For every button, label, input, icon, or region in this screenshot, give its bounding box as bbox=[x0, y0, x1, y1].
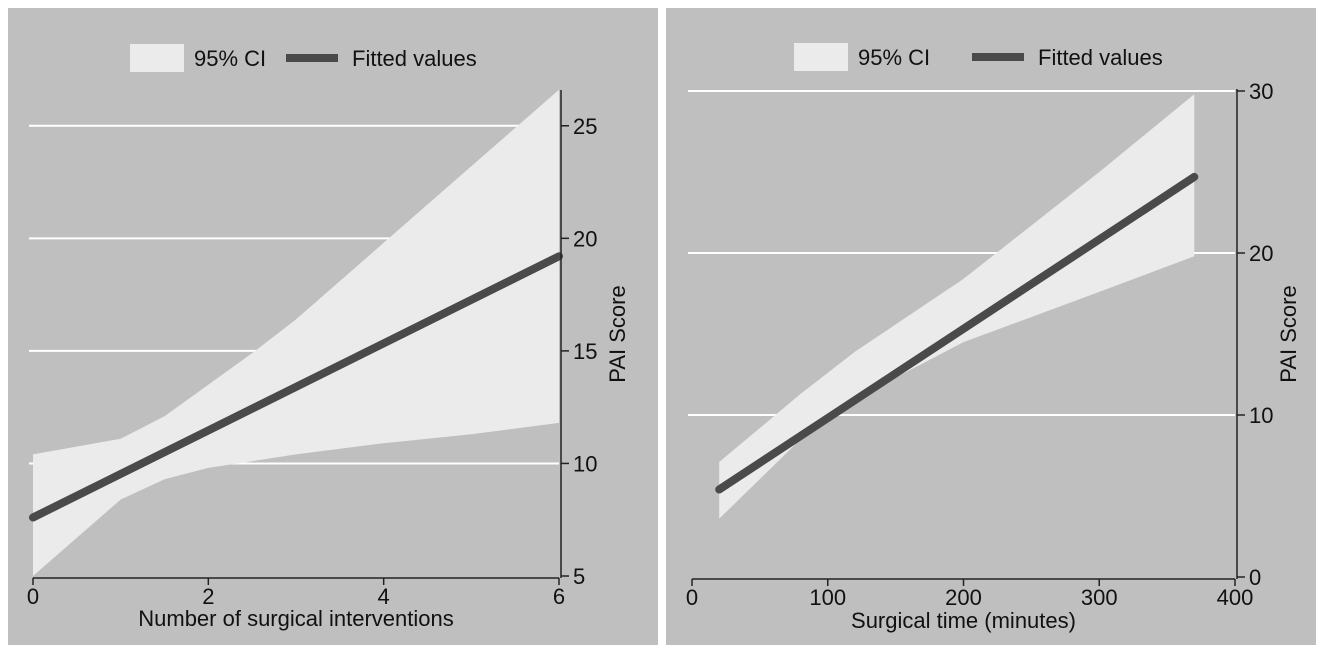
y-tick-label: 20 bbox=[573, 226, 597, 251]
chart-interventions: 0 2 4 6 Number of surgical interventions 5 10 1… bbox=[27, 44, 630, 631]
ci-band bbox=[33, 89, 559, 576]
y-tick-label: 10 bbox=[1249, 403, 1273, 428]
y-tick-label: 15 bbox=[573, 339, 597, 364]
x-tick-label: 6 bbox=[553, 584, 565, 609]
x-axis-title: Number of surgical interventions bbox=[138, 606, 453, 631]
y-tick-label: 30 bbox=[1249, 79, 1273, 104]
y-axis-title: PAI Score bbox=[605, 285, 630, 382]
legend-label-ci: 95% CI bbox=[858, 45, 930, 70]
legend-label-fitted: Fitted values bbox=[1038, 45, 1163, 70]
x-tick-label: 4 bbox=[378, 584, 390, 609]
chart-surgical-time: 0 100 200 300 400 Surgical time (minutes) 0 10 2… bbox=[686, 43, 1301, 633]
x-tick-label: 100 bbox=[809, 585, 846, 610]
x-tick-label: 400 bbox=[1217, 585, 1254, 610]
legend-label-ci: 95% CI bbox=[194, 46, 266, 71]
chart-panel-interventions: 0 2 4 6 Number of surgical interventions 5 10 1… bbox=[8, 8, 658, 645]
legend-label-fitted: Fitted values bbox=[352, 46, 477, 71]
x-tick-label: 2 bbox=[202, 584, 214, 609]
ci-band bbox=[719, 94, 1195, 519]
y-tick-label: 0 bbox=[1249, 565, 1261, 590]
fitted-line bbox=[715, 172, 1199, 494]
y-axis-title: PAI Score bbox=[1276, 285, 1301, 382]
x-tick-label: 0 bbox=[27, 584, 39, 609]
legend-ci-swatch bbox=[130, 44, 184, 72]
x-tick-label: 300 bbox=[1081, 585, 1118, 610]
y-tick-label: 5 bbox=[573, 564, 585, 589]
chart-panel-surgical-time: 0 100 200 300 400 Surgical time (minutes) 0 10 2… bbox=[666, 8, 1316, 645]
x-tick-label: 200 bbox=[945, 585, 982, 610]
y-tick-label: 20 bbox=[1249, 241, 1273, 266]
x-axis-title: Surgical time (minutes) bbox=[851, 608, 1076, 633]
y-tick-label: 25 bbox=[573, 114, 597, 139]
x-tick-label: 0 bbox=[686, 585, 698, 610]
y-tick-label: 10 bbox=[573, 451, 597, 476]
fitted-line bbox=[29, 252, 563, 522]
legend-ci-swatch bbox=[794, 43, 848, 71]
